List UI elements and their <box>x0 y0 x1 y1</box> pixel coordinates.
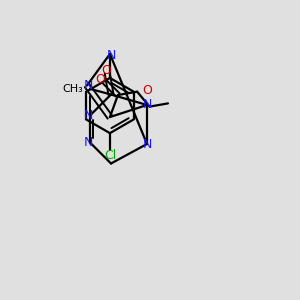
Text: N: N <box>84 109 93 122</box>
Text: CH₃: CH₃ <box>63 84 83 94</box>
Text: N: N <box>142 98 152 111</box>
Text: N: N <box>107 49 116 62</box>
Text: N: N <box>84 79 93 92</box>
Text: N: N <box>142 138 152 151</box>
Text: O: O <box>96 73 106 86</box>
Text: N: N <box>84 136 93 149</box>
Text: O: O <box>142 84 152 97</box>
Text: O: O <box>101 64 111 77</box>
Text: Cl: Cl <box>104 148 116 161</box>
